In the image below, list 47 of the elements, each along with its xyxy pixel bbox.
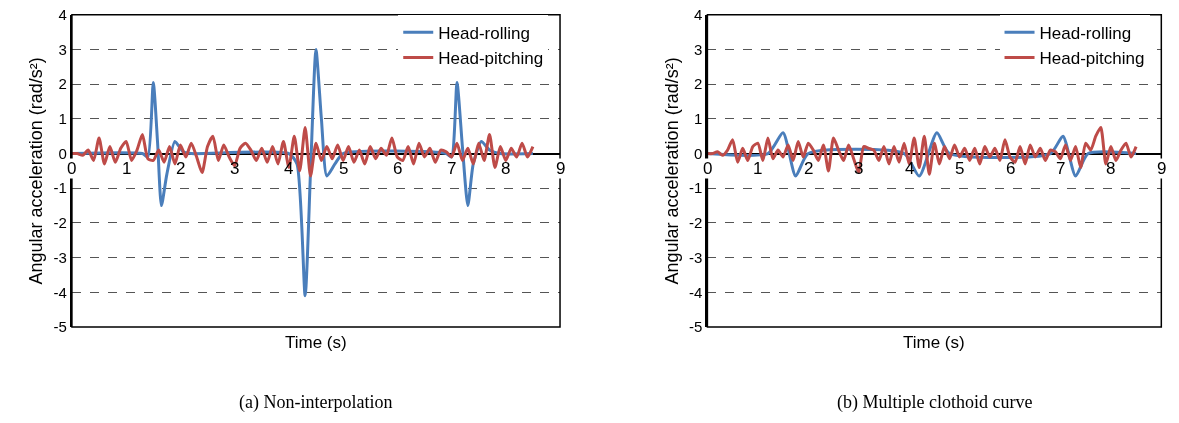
y-tick-label: 1: [694, 110, 703, 128]
y-tick-label: -3: [689, 248, 703, 266]
y-tick-label: -4: [689, 283, 703, 301]
legend-label: Head-rolling: [438, 23, 530, 43]
x-axis-title: Time (s): [285, 333, 347, 352]
y-tick-label: -5: [689, 318, 703, 336]
x-tick-label: 7: [447, 159, 457, 178]
y-tick-label: -2: [53, 214, 67, 232]
x-tick-label: 2: [804, 159, 814, 178]
legend-label: Head-pitching: [438, 49, 544, 69]
x-tick-label: 8: [1106, 159, 1116, 178]
text: (b) Multiple clothoid curve: [837, 392, 1033, 413]
x-tick-label: 7: [1056, 159, 1066, 178]
x-tick-label: 4: [905, 159, 915, 178]
x-tick-label: 3: [230, 159, 240, 178]
x-tick-label: 1: [753, 159, 763, 178]
y-tick-label: 1: [58, 110, 67, 128]
y-tick-label: 4: [58, 6, 67, 24]
x-tick-label: 6: [1006, 159, 1016, 178]
x-tick-label: 9: [1157, 159, 1167, 178]
y-tick-label: 4: [694, 6, 703, 24]
y-tick-label: -1: [53, 179, 67, 197]
x-tick-label: 4: [284, 159, 294, 178]
x-tick-label: 9: [556, 159, 566, 178]
legend-label: Head-pitching: [1039, 49, 1145, 69]
x-tick-label: 8: [501, 159, 511, 178]
y-tick-label: -4: [53, 283, 67, 301]
x-tick-label: 6: [393, 159, 403, 178]
y-tick-label: 0: [694, 144, 703, 162]
y-tick-label: 3: [58, 40, 67, 58]
y-axis-title: Angular acceleration (rad/s²): [26, 57, 47, 285]
x-tick-label: 1: [122, 159, 132, 178]
x-tick-label: 5: [339, 159, 349, 178]
y-axis-title: Angular acceleration (rad/s²): [661, 57, 682, 285]
y-tick-label: 2: [58, 75, 67, 93]
y-tick-label: 3: [694, 40, 703, 58]
text: (a) Non-interpolation: [239, 392, 393, 413]
x-axis-title: Time (s): [903, 333, 965, 352]
y-tick-label: -2: [689, 214, 703, 232]
y-tick-label: -3: [53, 248, 67, 266]
x-tick-label: 5: [955, 159, 965, 178]
y-tick-label: 0: [58, 144, 67, 162]
y-tick-label: 2: [694, 75, 703, 93]
y-tick-label: -1: [689, 179, 703, 197]
y-tick-label: -5: [53, 318, 67, 336]
x-tick-label: 2: [176, 159, 186, 178]
legend-label: Head-rolling: [1039, 23, 1132, 43]
